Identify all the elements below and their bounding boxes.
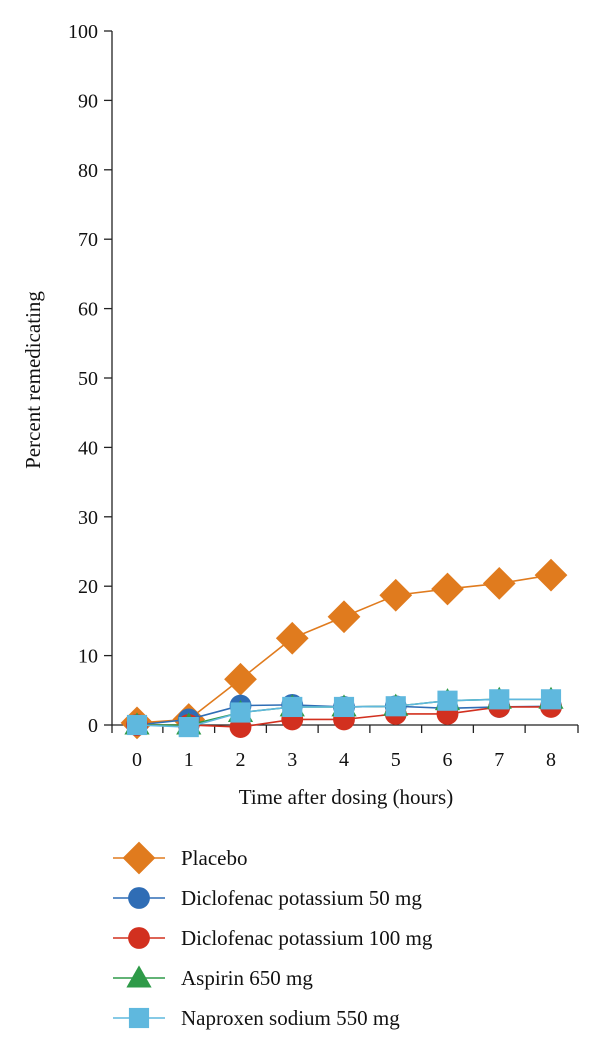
y-tick-label: 100 (68, 21, 98, 43)
legend-marker (122, 841, 156, 875)
y-axis-label: Percent remedicating (21, 291, 45, 469)
x-tick-label: 7 (494, 749, 504, 771)
data-point (126, 714, 148, 736)
data-point (327, 600, 361, 634)
y-tick-label: 20 (78, 576, 98, 598)
data-point (282, 696, 303, 718)
y-tick-label: 40 (78, 437, 98, 459)
y-tick-label: 0 (88, 715, 98, 737)
legend-item-2: Diclofenac potassium 100 mg (113, 926, 433, 950)
x-tick-label: 4 (339, 749, 349, 771)
data-point (489, 689, 510, 710)
data-point (482, 567, 516, 600)
x-tick-label: 8 (546, 749, 556, 771)
legend-marker (128, 927, 150, 949)
data-point (275, 621, 309, 655)
x-tick-label: 0 (132, 749, 142, 771)
x-tick-label: 2 (236, 749, 246, 771)
x-axis-label: Time after dosing (hours) (239, 785, 453, 809)
data-point (333, 696, 355, 718)
data-point (534, 558, 568, 592)
data-point (385, 696, 406, 717)
legend-label: Naproxen sodium 550 mg (181, 1006, 400, 1030)
data-point (224, 662, 257, 696)
data-point (431, 572, 464, 606)
x-tick-label: 6 (443, 749, 453, 771)
series-0 (120, 558, 568, 740)
legend-label: Diclofenac potassium 50 mg (181, 886, 422, 910)
y-tick-label: 30 (78, 507, 98, 529)
axes: 0 10 20 30 40 50 60 70 80 90 100 0 1 2 3 4 5 6 7 8 (68, 21, 579, 771)
y-tick-label: 60 (78, 299, 98, 321)
legend-marker (128, 887, 150, 909)
legend-label: Diclofenac potassium 100 mg (181, 926, 433, 950)
legend-label: Placebo (181, 846, 247, 870)
y-tick-label: 50 (78, 368, 98, 390)
legend-marker (128, 1007, 150, 1029)
legend-label: Aspirin 650 mg (181, 966, 313, 990)
legend-marker (126, 965, 152, 988)
y-tick-label: 90 (78, 90, 98, 112)
x-tick-label: 1 (184, 749, 194, 771)
series-layer (120, 558, 568, 740)
y-tick-label: 70 (78, 229, 98, 251)
x-tick-label: 5 (391, 749, 401, 771)
legend-item-4: Naproxen sodium 550 mg (113, 1006, 400, 1030)
legend-item-1: Diclofenac potassium 50 mg (113, 886, 422, 910)
legend-item-3: Aspirin 650 mg (113, 965, 313, 990)
data-point (437, 690, 458, 711)
x-tick-label: 3 (287, 749, 297, 771)
data-point (178, 717, 199, 738)
y-tick-label: 80 (78, 160, 98, 182)
series-4 (126, 689, 562, 738)
data-point (379, 578, 413, 612)
legend: Placebo Diclofenac potassium 50 mg Diclofe… (113, 841, 433, 1030)
legend-item-0: Placebo (113, 841, 247, 875)
y-tick-label: 10 (78, 646, 98, 668)
data-point (540, 689, 562, 710)
data-point (230, 702, 251, 723)
